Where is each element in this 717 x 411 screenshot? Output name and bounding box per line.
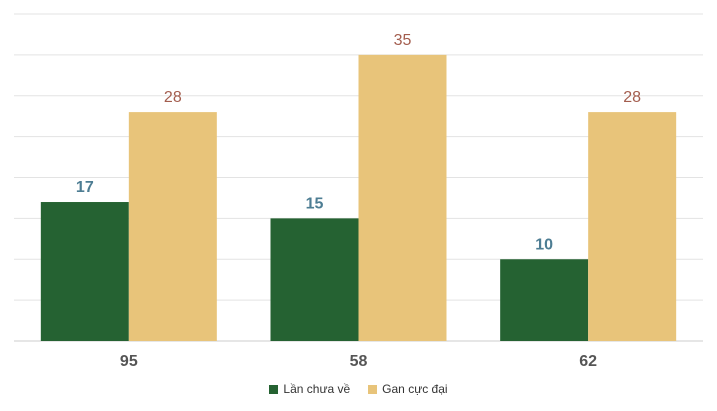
bar-series-2-95: [128, 112, 217, 341]
legend-swatch-series-2: [368, 384, 378, 394]
bar-series-1-58: [270, 218, 359, 341]
data-label-series-2-95: 28: [164, 89, 182, 106]
data-label-series-1-62: 10: [535, 236, 553, 253]
bar-series-1-62: [500, 259, 589, 341]
legend-item-series-2[interactable]: Gan cực đại: [368, 382, 448, 396]
bar-series-2-58: [358, 54, 447, 341]
data-label-series-2-58: 35: [394, 32, 412, 49]
data-label-series-1-58: 15: [306, 195, 324, 212]
legend-label-series-1: Lần chưa về: [283, 382, 351, 396]
data-label-series-1-95: 17: [76, 179, 94, 196]
x-tick-label-95: 95: [120, 353, 138, 370]
x-tick-label-58: 58: [350, 353, 368, 370]
legend-item-series-1[interactable]: Lần chưa về: [269, 382, 350, 396]
legend-label-series-2: Gan cực đại: [382, 382, 448, 396]
legend: Lần chưa về Gan cực đại: [0, 382, 717, 396]
x-tick-label-62: 62: [579, 353, 597, 370]
bar-chart: 17 28 95 15 35 58 10 28 62: [14, 13, 703, 370]
bar-series-1-95: [40, 202, 129, 341]
bar-series-2-62: [588, 112, 677, 341]
data-label-series-2-62: 28: [623, 89, 641, 106]
legend-swatch-series-1: [269, 384, 279, 394]
